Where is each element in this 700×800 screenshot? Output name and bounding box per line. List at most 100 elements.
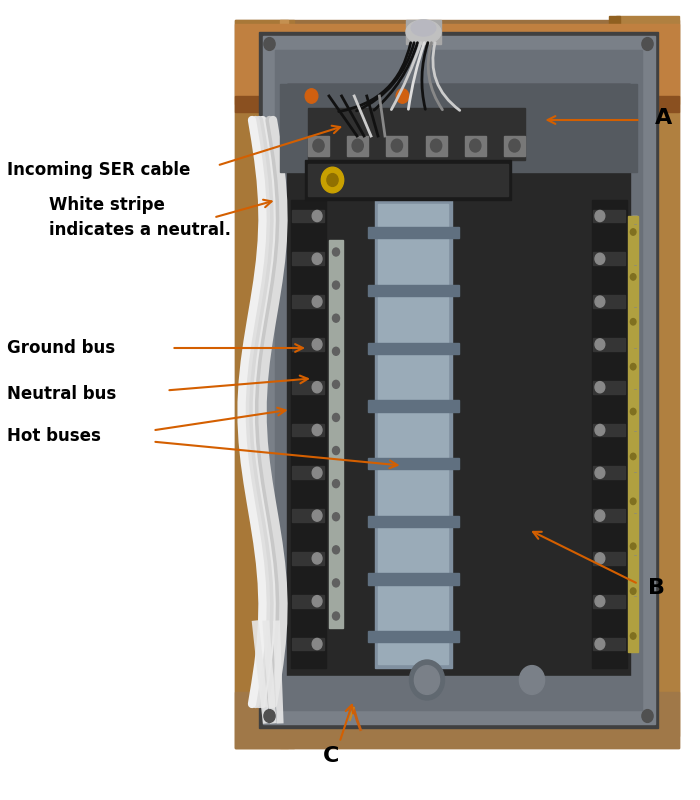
Circle shape bbox=[631, 363, 636, 370]
Text: Hot buses: Hot buses bbox=[7, 427, 101, 445]
Bar bbox=[593, 638, 625, 650]
Circle shape bbox=[595, 210, 605, 222]
Circle shape bbox=[631, 498, 636, 505]
Circle shape bbox=[396, 89, 409, 103]
Circle shape bbox=[312, 296, 322, 307]
Bar bbox=[368, 516, 458, 527]
Bar bbox=[593, 253, 625, 266]
Text: A: A bbox=[654, 108, 672, 128]
Bar bbox=[368, 227, 458, 238]
Circle shape bbox=[305, 89, 318, 103]
Text: B: B bbox=[648, 578, 664, 598]
Bar bbox=[593, 424, 625, 437]
Circle shape bbox=[332, 480, 340, 488]
Circle shape bbox=[410, 660, 444, 700]
Circle shape bbox=[595, 595, 605, 606]
Circle shape bbox=[642, 710, 653, 722]
Bar bbox=[426, 136, 447, 156]
Circle shape bbox=[332, 281, 340, 289]
Circle shape bbox=[327, 174, 338, 186]
Bar bbox=[368, 574, 458, 585]
Circle shape bbox=[631, 318, 636, 325]
Bar bbox=[593, 381, 625, 394]
Bar bbox=[280, 20, 288, 748]
Bar bbox=[292, 424, 324, 437]
Circle shape bbox=[642, 38, 653, 50]
Bar bbox=[287, 84, 630, 676]
Circle shape bbox=[312, 467, 322, 478]
Circle shape bbox=[595, 296, 605, 307]
Bar bbox=[292, 466, 324, 479]
Bar bbox=[406, 20, 441, 44]
Circle shape bbox=[332, 513, 340, 521]
Bar bbox=[329, 240, 343, 628]
Bar bbox=[262, 36, 654, 724]
Bar bbox=[347, 136, 368, 156]
Circle shape bbox=[332, 612, 340, 620]
Circle shape bbox=[332, 579, 340, 587]
Ellipse shape bbox=[406, 20, 441, 44]
Circle shape bbox=[631, 543, 636, 550]
Circle shape bbox=[631, 229, 636, 235]
Bar bbox=[234, 20, 294, 748]
Bar bbox=[308, 108, 525, 160]
Bar bbox=[304, 160, 511, 200]
Bar bbox=[504, 136, 525, 156]
Circle shape bbox=[312, 339, 322, 350]
Bar bbox=[292, 210, 324, 222]
Text: C: C bbox=[323, 746, 339, 766]
Circle shape bbox=[631, 588, 636, 594]
Circle shape bbox=[595, 553, 605, 564]
Bar bbox=[234, 20, 679, 748]
Bar bbox=[465, 136, 486, 156]
Circle shape bbox=[595, 467, 605, 478]
Bar bbox=[292, 595, 324, 608]
Bar bbox=[292, 552, 324, 565]
Bar bbox=[593, 466, 625, 479]
Bar bbox=[593, 595, 625, 608]
Circle shape bbox=[312, 253, 322, 265]
Bar bbox=[292, 253, 324, 266]
Text: Neutral bus: Neutral bus bbox=[7, 385, 116, 402]
Bar bbox=[234, 24, 679, 104]
Bar bbox=[593, 295, 625, 308]
Bar bbox=[593, 338, 625, 351]
Circle shape bbox=[321, 167, 344, 193]
Circle shape bbox=[595, 339, 605, 350]
Circle shape bbox=[414, 666, 440, 694]
Circle shape bbox=[312, 595, 322, 606]
Circle shape bbox=[312, 638, 322, 650]
Bar bbox=[368, 342, 458, 354]
Circle shape bbox=[519, 666, 545, 694]
Circle shape bbox=[631, 274, 636, 280]
Text: Ground bus: Ground bus bbox=[7, 339, 115, 357]
Circle shape bbox=[332, 546, 340, 554]
Bar bbox=[628, 216, 638, 652]
Circle shape bbox=[631, 454, 636, 460]
Ellipse shape bbox=[412, 20, 435, 36]
Bar bbox=[292, 381, 324, 394]
Circle shape bbox=[312, 382, 322, 393]
Text: Incoming SER cable: Incoming SER cable bbox=[7, 161, 190, 178]
Circle shape bbox=[332, 347, 340, 355]
Circle shape bbox=[509, 139, 520, 152]
Circle shape bbox=[631, 633, 636, 639]
Circle shape bbox=[312, 210, 322, 222]
Bar bbox=[593, 509, 625, 522]
Bar bbox=[592, 200, 626, 668]
Bar bbox=[280, 84, 637, 172]
Circle shape bbox=[595, 424, 605, 435]
Circle shape bbox=[391, 139, 402, 152]
Text: White stripe
indicates a neutral.: White stripe indicates a neutral. bbox=[49, 196, 231, 239]
Bar bbox=[280, 676, 637, 704]
Bar bbox=[292, 509, 324, 522]
Bar bbox=[292, 338, 324, 351]
Bar bbox=[368, 458, 458, 470]
Circle shape bbox=[595, 638, 605, 650]
Circle shape bbox=[332, 446, 340, 454]
Bar bbox=[609, 16, 620, 736]
Circle shape bbox=[312, 510, 322, 522]
Bar bbox=[368, 400, 458, 411]
Bar bbox=[290, 200, 326, 668]
Circle shape bbox=[313, 139, 324, 152]
